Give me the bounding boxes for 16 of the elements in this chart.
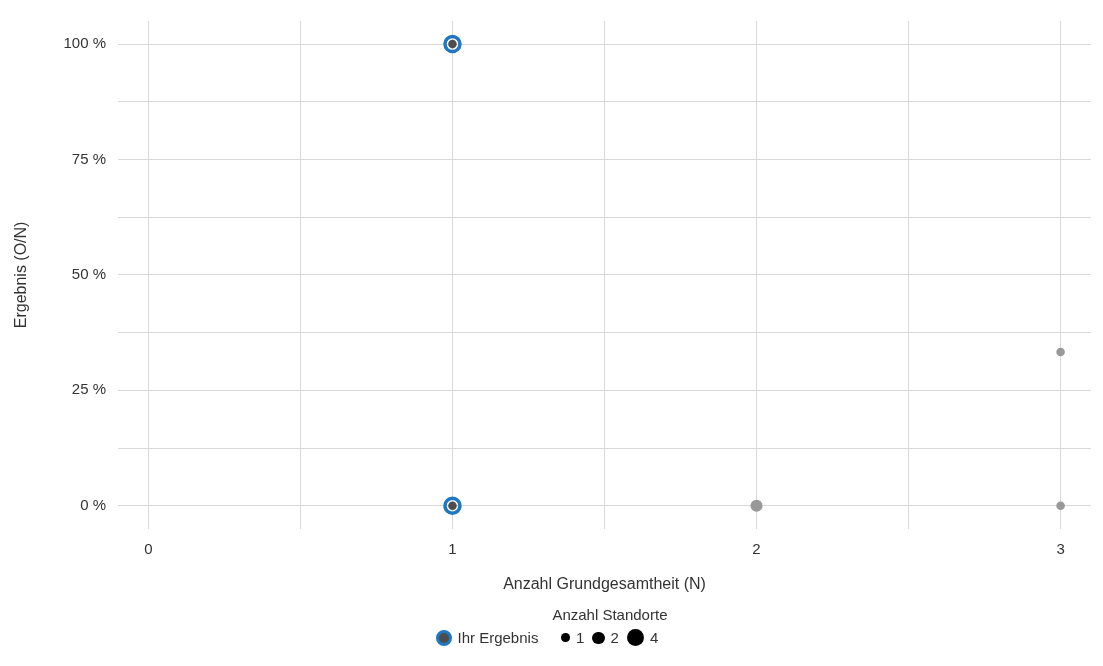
x-tick-label: 3 [1056,539,1065,557]
y-tick-label: 75 % [71,149,106,167]
legend-label: 1 [576,629,585,647]
legend-label: 2 [610,629,619,647]
legend-label: 4 [650,629,659,647]
y-tick-label: 50 % [71,265,106,283]
y-tick-label: 0 % [80,495,106,513]
x-tick-label: 2 [752,539,761,557]
y-tick-label: 25 % [71,380,106,398]
legend-label: Ihr Ergebnis [457,629,539,647]
x-tick-label: 0 [144,539,153,557]
y-axis-title: Ergebnis (O/N) [12,221,30,329]
y-tick-label: 100 % [63,34,106,52]
x-tick-label: 1 [448,539,457,557]
legend-title: Anzahl Standorte [552,606,668,623]
x-axis-title: Anzahl Grundgesamtheit (N) [503,574,706,592]
